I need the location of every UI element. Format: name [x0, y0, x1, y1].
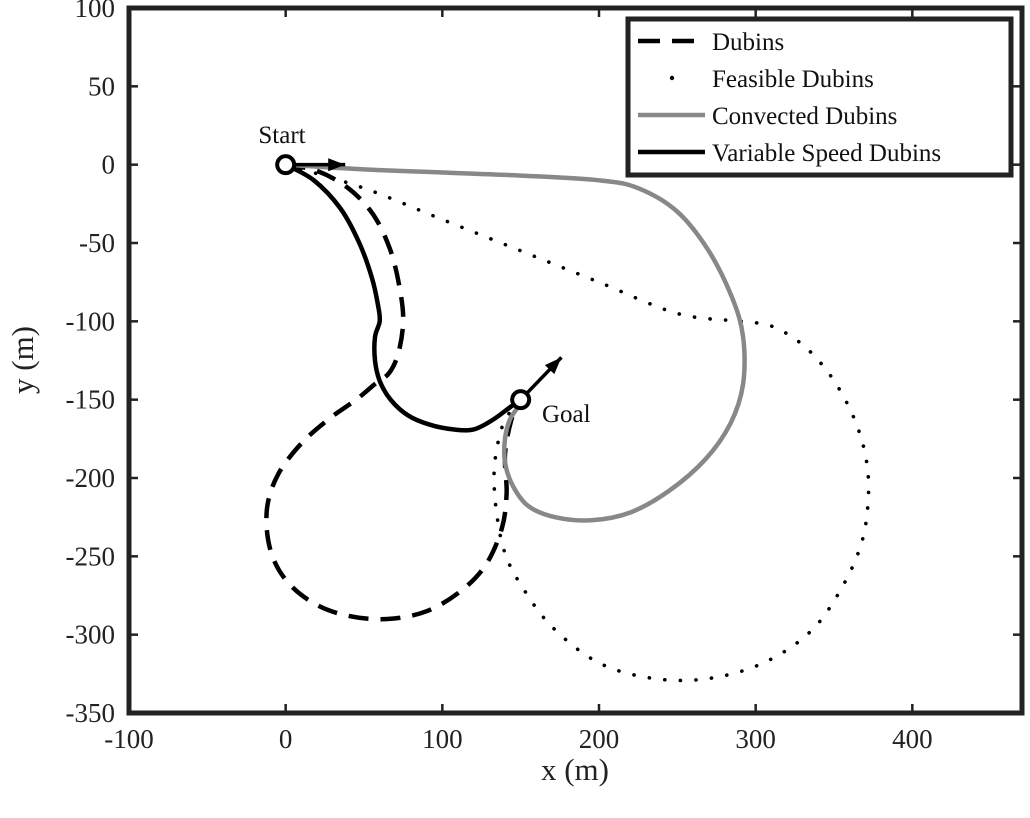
- legend-label-1: Feasible Dubins: [712, 66, 874, 93]
- x-tick-label: 300: [735, 724, 776, 754]
- y-tick-label: -200: [66, 463, 116, 493]
- y-tick-label: -100: [66, 306, 116, 336]
- y-tick-label: -50: [79, 228, 115, 258]
- start-marker: [275, 154, 297, 176]
- series-line-0: [264, 162, 523, 622]
- series-line-3: [284, 162, 522, 433]
- legend-label-3: Variable Speed Dubins: [712, 140, 941, 167]
- legend-label-2: Convected Dubins: [712, 103, 897, 130]
- marker-layer: [275, 154, 563, 411]
- heading-arrow-head-1: [544, 357, 562, 375]
- y-tick-label: 50: [88, 71, 115, 101]
- y-tick-label: -300: [66, 620, 116, 650]
- series-layer: [264, 162, 871, 683]
- x-tick-label: 0: [279, 724, 293, 754]
- x-tick-label: 100: [422, 724, 463, 754]
- y-tick-label: 100: [75, 0, 116, 23]
- x-tick-label: 400: [892, 724, 933, 754]
- heading-arrow-head-0: [328, 158, 346, 172]
- y-tick-label: -250: [66, 541, 116, 571]
- y-tick-label: 0: [102, 150, 116, 180]
- plot-frame: [126, 5, 1025, 716]
- legend-swatch-1: [669, 75, 675, 81]
- legend-label-0: Dubins: [712, 29, 784, 56]
- y-tick-label: -350: [66, 698, 116, 728]
- start-annotation: Start: [258, 122, 305, 149]
- series-line-2: [285, 162, 747, 523]
- goal-annotation: Goal: [542, 401, 591, 428]
- x-tick-label: 200: [579, 724, 620, 754]
- y-axis-title: y (m): [5, 326, 40, 394]
- x-axis-title: x (m): [541, 752, 609, 787]
- x-tick-label: -100: [104, 724, 154, 754]
- y-tick-label: -150: [66, 385, 116, 415]
- legend-box: [625, 16, 1014, 178]
- tick-layer: -100 0 100 200 300 400 100 50 0 -50 -100 -150 -200 -2…: [66, 0, 1022, 754]
- legend: Dubins Feasible Dubins Convected Dubins Var…: [625, 16, 1014, 178]
- goal-marker: [510, 389, 532, 411]
